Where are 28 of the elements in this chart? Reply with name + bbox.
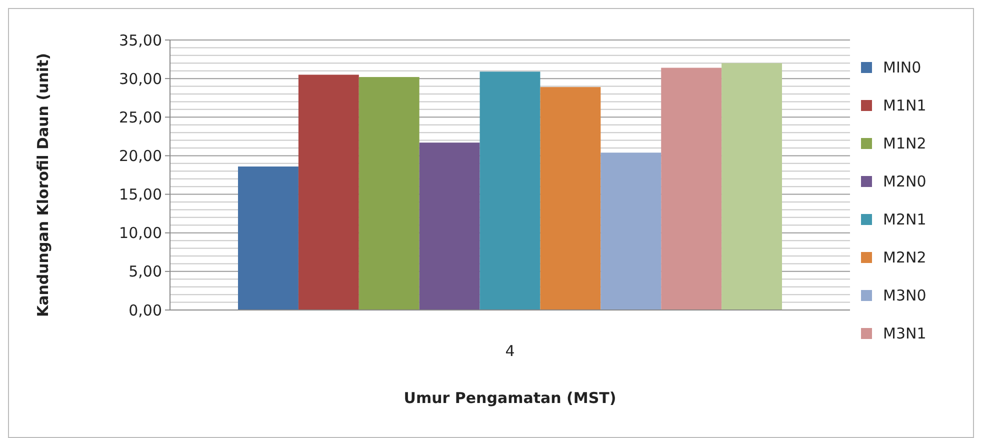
y-tick-label: 35,00 [119,31,162,50]
bar [540,87,601,310]
y-axis-title: Kandungan Klorofil Daun (unit) [34,52,52,318]
y-tick-label: 10,00 [119,224,162,242]
y-tick-label: 0,00 [128,301,162,320]
legend-label: M2N2 [883,248,926,266]
y-tick-label: 20,00 [119,146,162,165]
legend-label: MIN0 [883,58,922,76]
y-tick-label: 15,00 [119,186,162,204]
bar [480,72,540,310]
legend-label: M3N0 [883,286,926,304]
bar [419,142,480,310]
bar [722,63,782,310]
legend-label: M1N1 [883,96,926,114]
legend-label: M2N0 [883,172,926,190]
bar [661,68,722,310]
y-tick-label: 30,00 [119,70,162,88]
y-tick-label: 25,00 [119,108,162,126]
x-tick-label: 4 [505,342,515,360]
bar [358,77,420,310]
bar [238,166,298,310]
legend-label: M1N2 [883,134,926,152]
legend-label: M3N1 [883,324,926,342]
bar [600,152,662,310]
x-axis-title: Umur Pengamatan (MST) [404,389,616,407]
legend-label: M2N1 [883,210,926,228]
y-tick-label: 5,00 [128,262,162,281]
bar [298,74,359,310]
